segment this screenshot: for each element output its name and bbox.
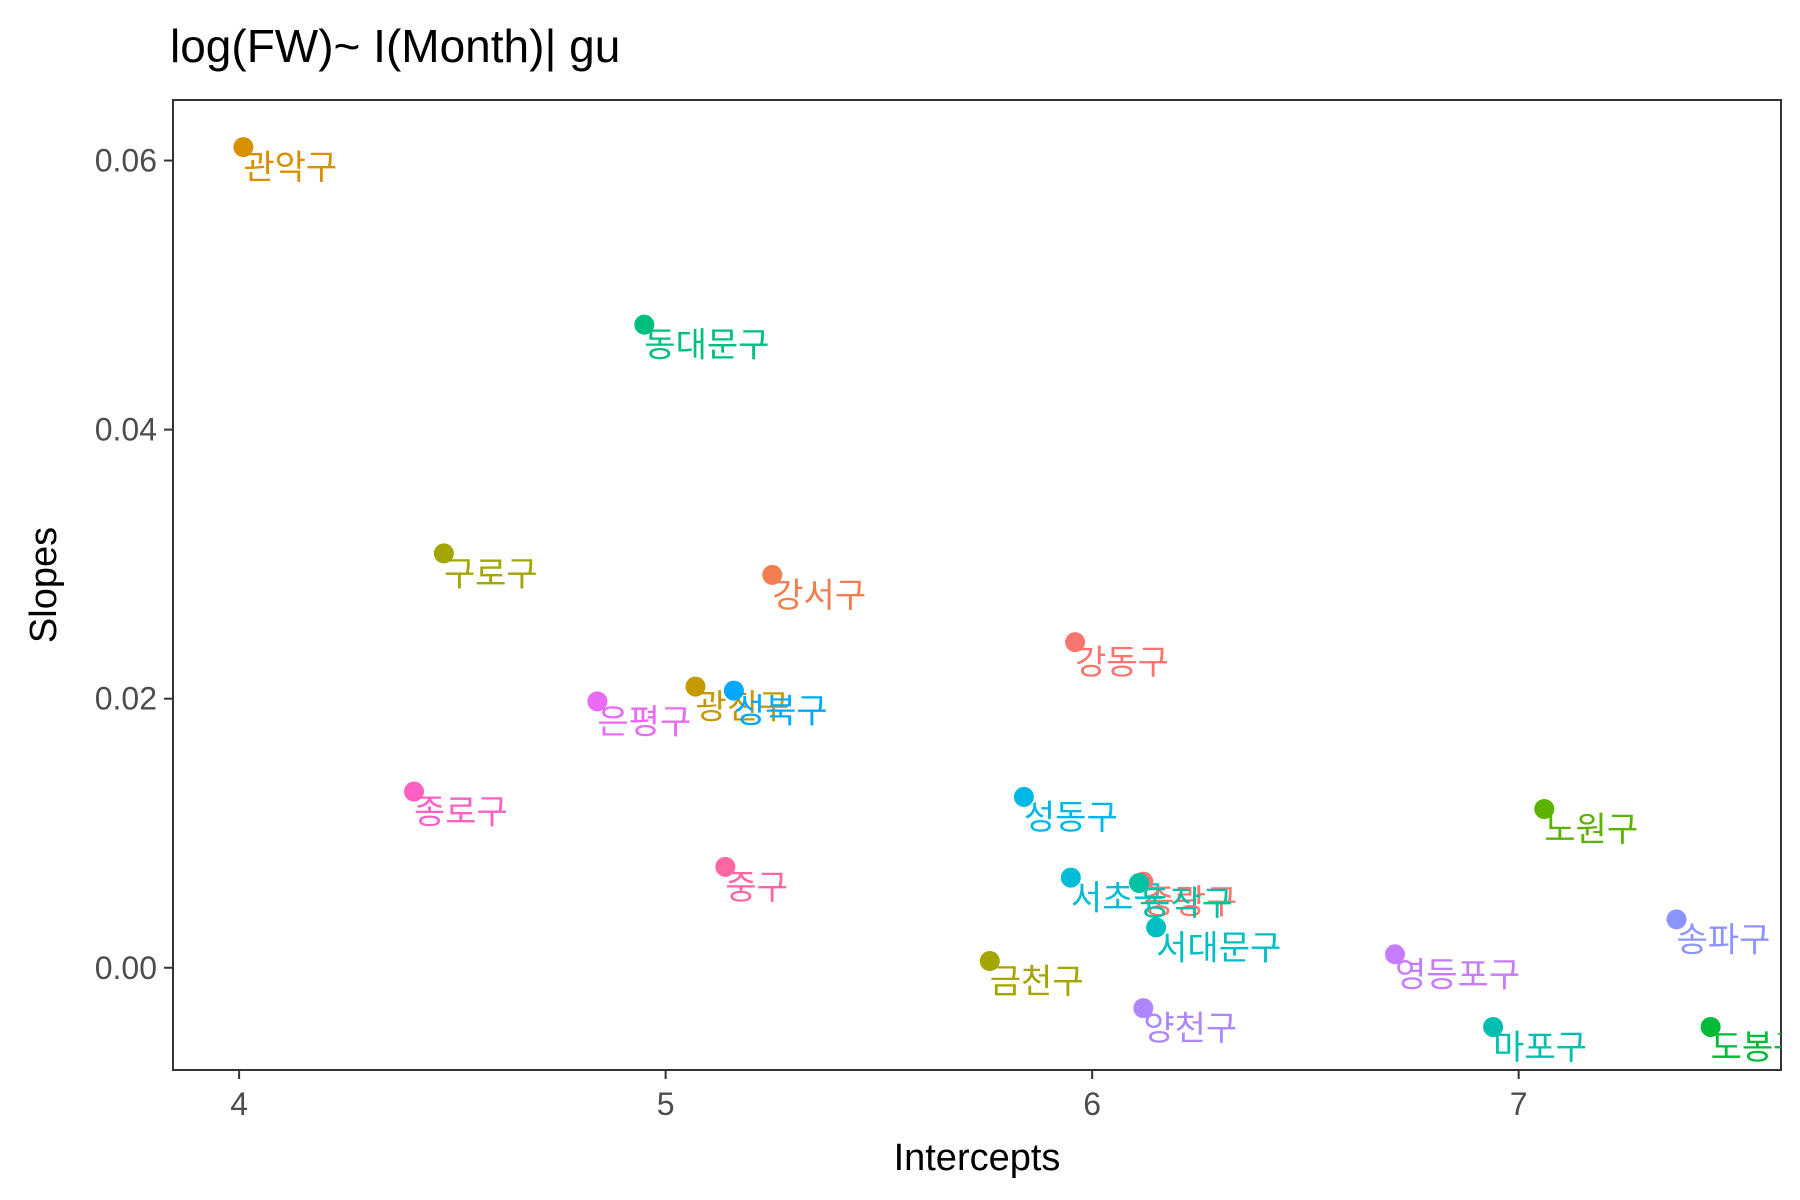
data-point-marker xyxy=(1133,998,1154,1019)
data-point-marker xyxy=(634,314,655,335)
data-point: 성북구 xyxy=(723,680,828,732)
data-point: 성동구 xyxy=(1013,786,1118,838)
data-point: 도봉구 xyxy=(1700,1016,1800,1068)
data-point-label: 구로구 xyxy=(444,554,538,594)
x-tick-label: 4 xyxy=(230,1086,248,1122)
data-point: 동대문구 xyxy=(634,314,769,366)
data-point: 구로구 xyxy=(433,543,538,594)
data-point-marker xyxy=(762,564,783,585)
data-point-marker xyxy=(1483,1016,1504,1037)
y-axis: 0.00 0.02 0.04 0.06 xyxy=(95,143,173,986)
data-point: 중구 xyxy=(715,856,788,908)
data-point-marker xyxy=(979,951,1000,972)
data-point: 동작구 xyxy=(1129,872,1233,924)
data-point-label: 도봉구 xyxy=(1711,1028,1800,1068)
y-axis-title: Slopes xyxy=(23,527,65,643)
data-point-marker xyxy=(1065,632,1086,653)
data-point: 영등포구 xyxy=(1384,944,1520,995)
y-tick-label: 0.00 xyxy=(95,950,157,986)
data-point-label: 종로구 xyxy=(414,793,508,833)
data-point-marker xyxy=(1666,909,1687,930)
data-point-marker xyxy=(1013,786,1034,807)
data-point: 양천구 xyxy=(1133,998,1237,1049)
data-point-marker xyxy=(433,543,454,564)
data-point-label: 강동구 xyxy=(1075,643,1169,683)
data-point-label: 영등포구 xyxy=(1395,955,1520,995)
data-point-marker xyxy=(403,781,424,802)
y-tick-label: 0.06 xyxy=(95,143,157,179)
data-point-marker xyxy=(1146,917,1167,938)
data-point-marker xyxy=(1384,944,1405,965)
data-point-label: 성북구 xyxy=(734,692,828,732)
data-point: 서대문구 xyxy=(1146,917,1281,968)
data-point-label: 은평구 xyxy=(597,702,691,742)
data-point-label: 강서구 xyxy=(772,576,866,616)
x-tick-label: 7 xyxy=(1510,1086,1528,1122)
data-point: 마포구 xyxy=(1483,1016,1587,1068)
x-tick-label: 5 xyxy=(657,1086,675,1122)
data-point-marker xyxy=(1129,872,1150,893)
data-point: 강서구 xyxy=(762,564,866,616)
data-point: 노원구 xyxy=(1534,799,1638,850)
data-point-label: 서대문구 xyxy=(1156,928,1281,968)
data-point-marker xyxy=(1060,867,1081,888)
data-point-label: 송파구 xyxy=(1677,920,1771,960)
data-point-label: 노원구 xyxy=(1544,810,1638,850)
data-point-marker xyxy=(587,691,608,712)
data-point-marker xyxy=(1700,1016,1721,1037)
x-tick-label: 6 xyxy=(1083,1086,1101,1122)
x-axis: 4 5 6 7 xyxy=(230,1070,1528,1122)
data-point: 금천구 xyxy=(979,951,1084,1002)
data-point-label: 중구 xyxy=(725,868,788,908)
data-point-label: 금천구 xyxy=(990,962,1084,1002)
data-point-label: 동작구 xyxy=(1139,884,1233,924)
data-point: 은평구 xyxy=(587,691,691,742)
chart-title: log(FW)~ I(Month)| gu xyxy=(170,20,620,72)
data-point-label: 양천구 xyxy=(1143,1009,1237,1049)
data-point-marker xyxy=(723,680,744,701)
y-tick-label: 0.04 xyxy=(95,412,157,448)
data-point: 송파구 xyxy=(1666,909,1771,960)
data-point-label: 성동구 xyxy=(1024,798,1118,838)
data-point-marker xyxy=(1534,799,1555,820)
data-point-label: 동대문구 xyxy=(644,326,769,366)
data-point-label: 관악구 xyxy=(243,148,337,188)
data-point: 종로구 xyxy=(403,781,508,833)
data-point-marker xyxy=(685,676,706,697)
plot-panel xyxy=(172,99,1782,1071)
x-axis-title: Intercepts xyxy=(894,1137,1061,1179)
data-point-marker xyxy=(715,856,736,877)
data-point: 관악구 xyxy=(233,137,337,188)
data-point-label: 중랑구 xyxy=(1143,883,1237,923)
data-point-label: 마포구 xyxy=(1493,1028,1587,1068)
y-tick-label: 0.02 xyxy=(95,681,157,717)
data-point-marker xyxy=(233,137,254,158)
data-point: 강동구 xyxy=(1065,632,1169,683)
